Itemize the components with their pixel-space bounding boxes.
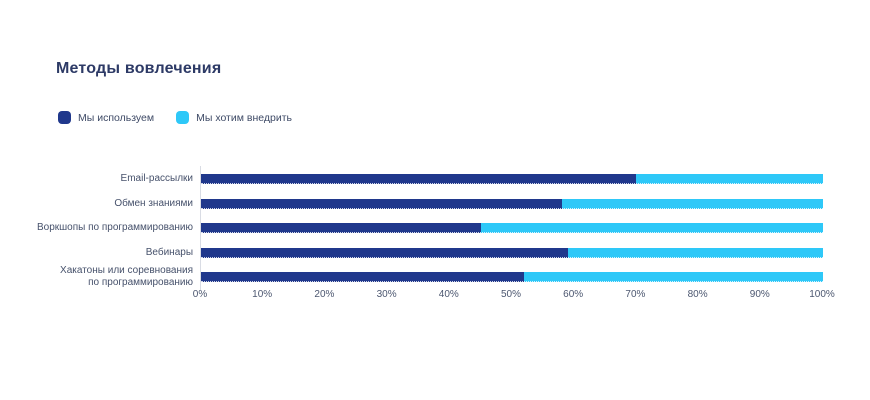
- bar-row: Вебинары: [0, 241, 870, 266]
- bar-segment[interactable]: [201, 223, 481, 234]
- bar-row: Воркшопы по программированию: [0, 216, 870, 241]
- bar-segment[interactable]: [567, 247, 823, 258]
- category-label: Вебинары: [145, 246, 193, 258]
- bar-segment[interactable]: [201, 174, 637, 185]
- legend-item[interactable]: Мы используем: [58, 111, 154, 124]
- chart-legend: Мы используем Мы хотим внедрить: [58, 111, 292, 124]
- bar-segment[interactable]: [524, 272, 823, 283]
- x-axis-tick-label: 90%: [749, 289, 770, 300]
- category-label: Хакатоны или соревнования по программиро…: [60, 265, 193, 289]
- bar-track: [201, 174, 823, 185]
- bar-segment[interactable]: [201, 247, 568, 258]
- y-axis-line: [200, 166, 201, 291]
- legend-label: Мы используем: [78, 111, 155, 124]
- x-axis-tick-label: 100%: [809, 289, 835, 300]
- chart-title: Методы вовлечения: [56, 60, 222, 77]
- x-axis-tick-label: 40%: [438, 289, 459, 300]
- legend-swatch-icon: [176, 111, 190, 124]
- bar-track: [201, 223, 823, 234]
- bar-track: [201, 198, 823, 209]
- x-axis-tick-label: 0%: [192, 289, 208, 300]
- x-axis-tick-label: 20%: [314, 289, 335, 300]
- x-axis-tick-label: 60%: [563, 289, 584, 300]
- x-axis-tick-label: 10%: [252, 289, 273, 300]
- bar-track: [201, 247, 823, 258]
- category-label: Воркшопы по программированию: [36, 222, 193, 234]
- legend-item[interactable]: Мы хотим внедрить: [176, 111, 292, 124]
- bar-segment[interactable]: [480, 223, 823, 234]
- bar-row: Обмен знаниями: [0, 192, 870, 217]
- bar-segment[interactable]: [636, 174, 823, 185]
- x-axis-tick-label: 50%: [500, 289, 522, 300]
- bar-segment[interactable]: [201, 272, 525, 283]
- x-axis-tick-label: 70%: [625, 289, 646, 300]
- x-axis: 0% 10% 20% 30% 40% 50% 60% 70% 80% 90% 100%: [0, 289, 870, 303]
- x-axis-tick-label: 30%: [376, 289, 397, 300]
- category-label: Обмен знаниями: [114, 197, 193, 209]
- bar-row: Email-рассылки: [0, 167, 870, 192]
- category-label: Email-рассылки: [120, 173, 193, 185]
- bar-segment[interactable]: [201, 198, 562, 209]
- bar-segment[interactable]: [561, 198, 823, 209]
- x-axis-tick-label: 80%: [687, 289, 708, 300]
- bar-track: [201, 272, 823, 283]
- bar-row: Хакатоны или соревнования по программиро…: [0, 265, 870, 290]
- bar-rows: Email-рассылки Обмен знаниями Воркшопы по …: [0, 167, 870, 290]
- legend-swatch-icon: [58, 111, 71, 124]
- legend-label: Мы хотим внедрить: [196, 111, 292, 124]
